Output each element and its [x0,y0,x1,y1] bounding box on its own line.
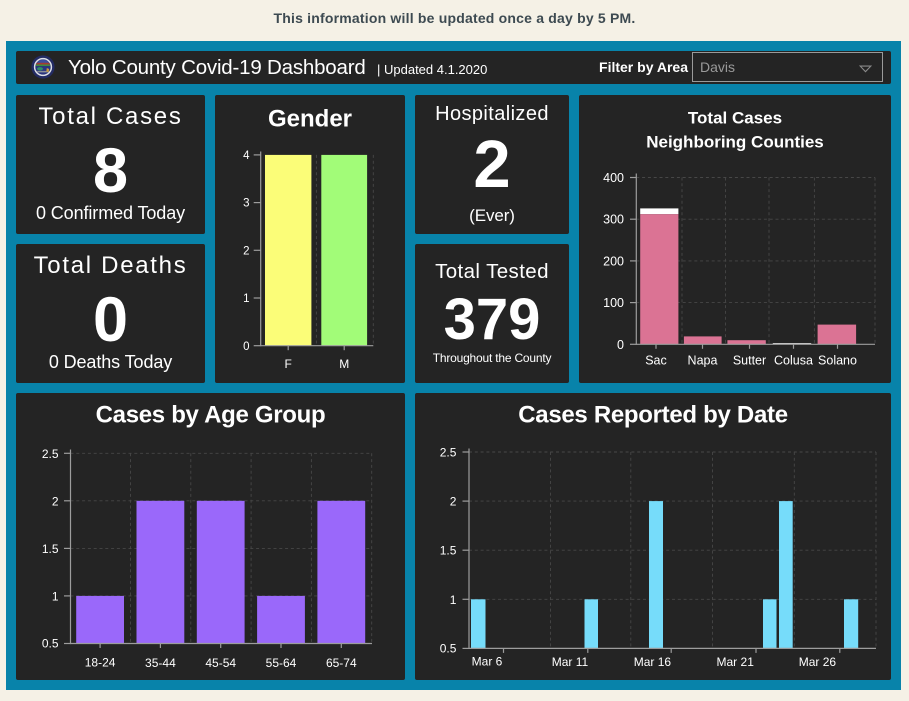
svg-text:0.5: 0.5 [42,637,59,651]
svg-text:Sac: Sac [645,354,667,368]
svg-text:2.5: 2.5 [42,447,59,461]
svg-text:Mar 16: Mar 16 [634,655,672,669]
svg-text:200: 200 [603,254,624,268]
svg-text:Colusa: Colusa [774,354,813,368]
svg-text:1: 1 [243,293,249,305]
svg-text:55-64: 55-64 [266,656,297,670]
svg-text:2: 2 [450,495,457,509]
svg-text:Gender: Gender [268,106,352,133]
svg-text:Total Cases: Total Cases [688,109,782,128]
svg-text:1.5: 1.5 [440,544,457,558]
svg-text:1.5: 1.5 [42,542,59,556]
svg-text:65-74: 65-74 [326,656,357,670]
svg-text:2: 2 [243,245,249,257]
svg-text:3: 3 [243,198,249,210]
svg-text:0: 0 [617,338,624,352]
svg-text:M: M [339,357,349,371]
svg-text:Mar 11: Mar 11 [552,655,589,669]
svg-text:Solano: Solano [818,354,857,368]
svg-text:4: 4 [243,150,250,162]
svg-text:45-54: 45-54 [205,656,236,670]
svg-text:18-24: 18-24 [85,656,116,670]
svg-text:0: 0 [243,341,249,353]
svg-text:1: 1 [450,593,457,607]
svg-text:Neighboring Counties: Neighboring Counties [646,133,824,152]
svg-text:Cases Reported by Date: Cases Reported by Date [518,402,788,429]
svg-text:300: 300 [603,213,624,227]
svg-text:Sutter: Sutter [733,354,766,368]
svg-text:Mar 26: Mar 26 [799,655,837,669]
svg-text:0.5: 0.5 [440,641,457,655]
svg-text:2: 2 [52,494,59,508]
svg-text:Cases by Age Group: Cases by Age Group [96,402,326,429]
svg-text:100: 100 [603,296,624,310]
svg-text:35-44: 35-44 [145,656,176,670]
svg-text:2.5: 2.5 [440,446,457,460]
svg-text:400: 400 [603,171,624,185]
svg-text:Mar 21: Mar 21 [717,655,755,669]
svg-text:Mar 6: Mar 6 [472,655,503,669]
svg-text:F: F [285,357,292,371]
svg-text:Napa: Napa [688,354,718,368]
svg-text:1: 1 [52,589,59,603]
